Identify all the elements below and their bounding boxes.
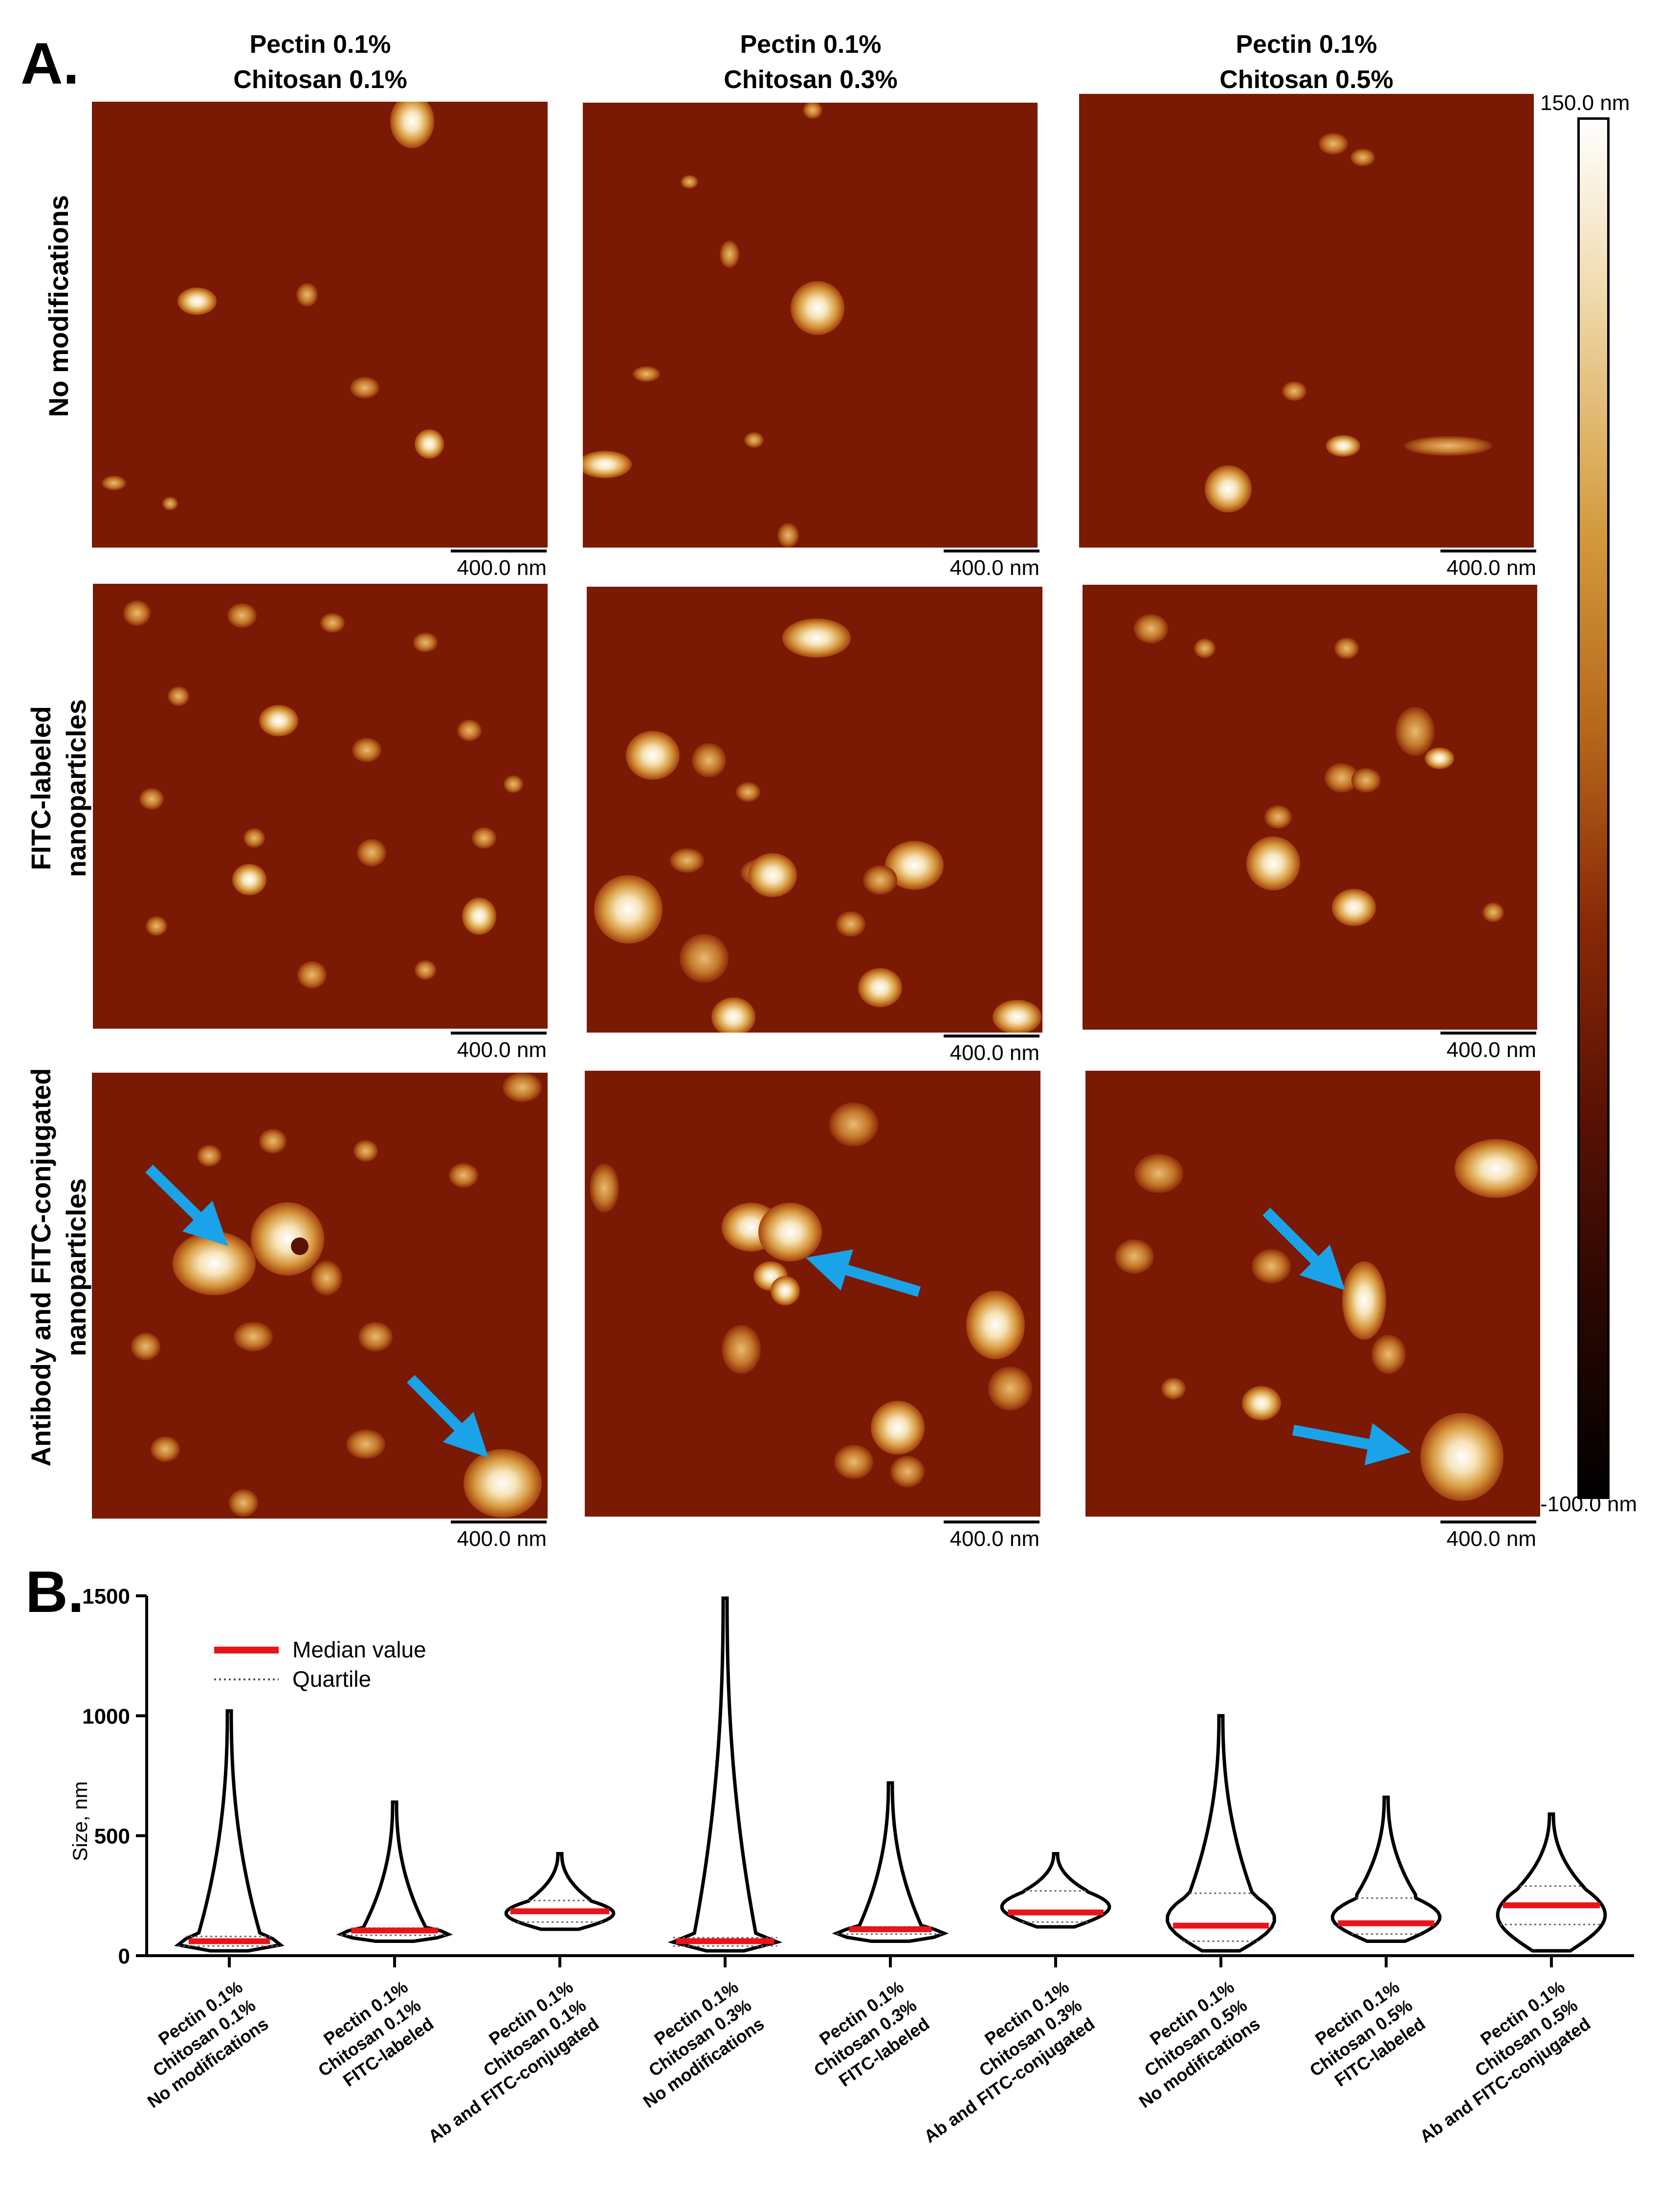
violin-chart: 0 500 1000 1500 Pectin 0.1%Chitosan 0.1%No … [68,1585,1634,2147]
scale-bar-label: 400.0 nm [1446,1038,1536,1062]
scale-bar-label: 400.0 nm [457,1038,547,1062]
violin-2 [336,1800,453,1943]
violin-9 [1496,1812,1607,1953]
afm-image-r2-c3 [1083,585,1537,1030]
arrow-r3c1-top [145,1165,228,1246]
arrow-r3c2 [805,1249,921,1297]
x-tick-label-5: Pectin 0.1%Chitosan 0.3%FITC-labeled [810,1977,933,2091]
panel-a-letter: A. [21,31,79,96]
scale-bar-label: 400.0 nm [950,1041,1039,1065]
scale-bar-r2-c1: 400.0 nm [434,1032,547,1061]
scale-bar-label: 400.0 nm [950,556,1039,580]
scale-bar-label: 400.0 nm [1446,1527,1536,1551]
colorbar-max-label: 150.0 nm [1540,91,1630,115]
x-tick-label-6: Pectin 0.1%Chitosan 0.3%Ab and FITC-conj… [920,1977,1098,2147]
x-tick-label-9: Pectin 0.1%Chitosan 0.5%Ab and FITC-conj… [1416,1977,1594,2147]
x-tick-label-8: Pectin 0.1%Chitosan 0.5%FITC-labeled [1306,1977,1429,2091]
x-tick-label-1: Pectin 0.1%Chitosan 0.1%No modifications [144,1977,272,2112]
column-header-2-line1: Pectin 0.1% [740,30,882,59]
chart-violins [174,1596,1607,1953]
scale-bar-r3-c3: 400.0 nm [1424,1521,1536,1550]
arrow-r3c3-top [1262,1208,1346,1291]
legend-median-label: Median value [292,1637,426,1662]
column-header-3-line2: Chitosan 0.5% [1219,66,1393,94]
afm-image-r3-c3 [1085,1071,1540,1517]
scale-bar-r1-c2: 400.0 nm [927,550,1039,579]
scale-bar-r2-c3: 400.0 nm [1424,1032,1536,1061]
y-tick-label: 1500 [82,1585,130,1609]
y-tick-label: 1000 [82,1704,130,1728]
afm-image-r1-c2 [583,103,1038,548]
violin-3 [504,1852,616,1931]
afm-image-r2-c2 [587,587,1042,1033]
afm-image-r1-c1 [92,102,548,548]
scale-bar-r1-c3: 400.0 nm [1424,550,1536,579]
arrow-r3c3-bottom [1292,1423,1411,1466]
x-tick-label-4: Pectin 0.1%Chitosan 0.3%No modifications [640,1977,768,2112]
violin-8 [1330,1795,1442,1943]
y-axis-label: Size, nm [68,1781,91,1861]
chart-x-labels: Pectin 0.1%Chitosan 0.1%No modifications… [144,1956,1594,2147]
violin-7 [1166,1714,1276,1953]
height-colorbar [1577,117,1610,1499]
x-tick-label-2: Pectin 0.1%Chitosan 0.1%FITC-labeled [314,1977,437,2091]
y-tick-label: 500 [94,1825,130,1849]
violin-4 [667,1596,783,1953]
x-tick-label-7: Pectin 0.1%Chitosan 0.5%No modifications [1135,1977,1264,2112]
panel-b-letter: B. [25,1559,84,1625]
scale-bar-r3-c2: 400.0 nm [927,1521,1039,1550]
scale-bar-r1-c1: 400.0 nm [434,550,547,579]
column-header-3-line1: Pectin 0.1% [1236,30,1377,59]
afm-image-r2-c1 [93,584,548,1029]
scale-bar-r2-c2: 400.0 nm [927,1035,1039,1064]
column-header-1: Pectin 0.1% Chitosan 0.1% [149,27,491,97]
annotation-arrows [145,1165,1411,1466]
x-tick-label-3: Pectin 0.1%Chitosan 0.1%Ab and FITC-conj… [424,1977,602,2147]
violin-1 [174,1709,285,1953]
legend-quartile-label: Quartile [292,1666,371,1692]
scale-bar-label: 400.0 nm [457,1527,547,1551]
column-header-3: Pectin 0.1% Chitosan 0.5% [1135,27,1478,97]
scale-bar-label: 400.0 nm [1446,556,1536,580]
afm-image-r1-c3 [1079,94,1534,548]
scale-bar-label: 400.0 nm [950,1527,1039,1551]
arrow-r3c1-bottom [407,1375,488,1458]
colorbar-min-label: -100.0 nm [1540,1492,1637,1516]
afm-image-r3-c2 [585,1071,1040,1517]
y-tick-label: 0 [118,1944,130,1968]
column-header-2-line2: Chitosan 0.3% [724,66,898,94]
violin-5 [832,1781,949,1943]
chart-legend: Median value Quartile [214,1637,426,1692]
scale-bar-label: 400.0 nm [457,556,547,580]
scale-bar-r3-c1: 400.0 nm [434,1521,547,1550]
column-header-1-line1: Pectin 0.1% [249,30,391,59]
column-header-2: Pectin 0.1% Chitosan 0.3% [640,27,982,97]
column-header-1-line2: Chitosan 0.1% [233,66,407,94]
